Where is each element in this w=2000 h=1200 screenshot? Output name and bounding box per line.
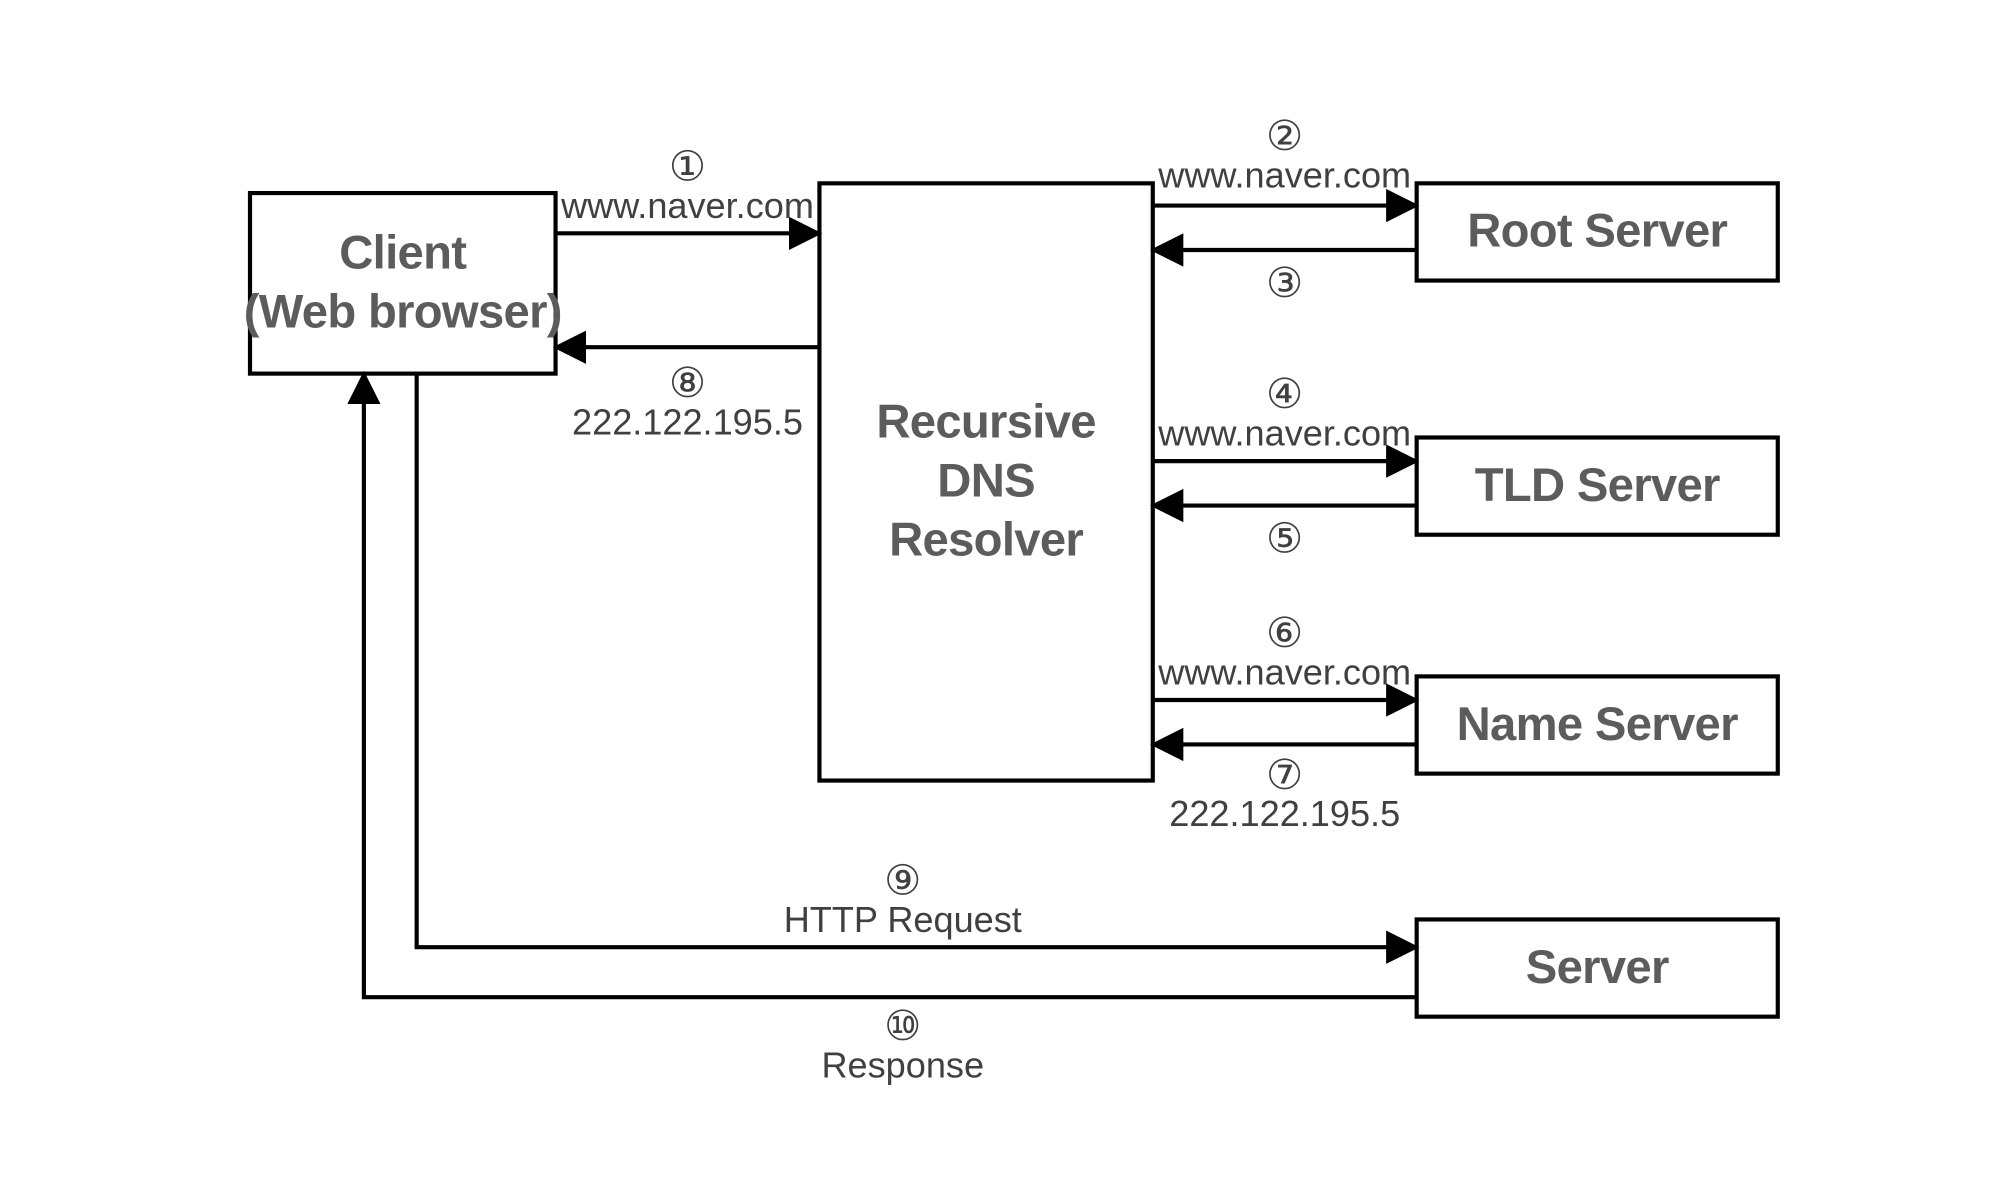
- node-resolver-label: Resolver: [889, 514, 1083, 567]
- edge-e5-number: ⑤: [1266, 515, 1303, 562]
- edge-e7-number: ⑦: [1266, 751, 1303, 798]
- dns-flow-diagram: Client (Web browser) Recursive DNS Resolver R…: [0, 0, 2000, 1200]
- edge-e6-text: www.naver.com: [1157, 652, 1411, 693]
- edge-e7-text: 222.122.195.5: [1169, 793, 1400, 834]
- edge-e8-number: ⑧: [669, 359, 706, 406]
- edge-e1-text: www.naver.com: [560, 185, 814, 226]
- node-client-label: (Web browser): [244, 286, 562, 339]
- node-client-label: Client: [339, 227, 467, 280]
- node-nameserver-label: Name Server: [1457, 698, 1738, 751]
- edge-e8-text: 222.122.195.5: [572, 402, 803, 443]
- edge-e10-number: ⑩: [884, 1002, 921, 1049]
- node-server-label: Server: [1526, 941, 1669, 994]
- edge-e9-text: HTTP Request: [784, 899, 1022, 940]
- edge-e4-number: ④: [1266, 370, 1303, 417]
- edge-e10-text: Response: [821, 1045, 984, 1086]
- edge-e3-number: ③: [1266, 259, 1303, 306]
- edge-e4-text: www.naver.com: [1157, 413, 1411, 454]
- node-resolver-label: DNS: [937, 455, 1035, 508]
- edge-e9-number: ⑨: [884, 856, 921, 903]
- edge-e2-number: ②: [1266, 112, 1303, 159]
- edge-e1-number: ①: [669, 142, 706, 189]
- node-client: [250, 193, 556, 374]
- edge-e2-text: www.naver.com: [1157, 154, 1411, 195]
- node-resolver-label: Recursive: [876, 396, 1096, 449]
- edge-e6-number: ⑥: [1266, 609, 1303, 656]
- node-tld-label: TLD Server: [1475, 459, 1720, 512]
- node-root-label: Root Server: [1467, 205, 1727, 258]
